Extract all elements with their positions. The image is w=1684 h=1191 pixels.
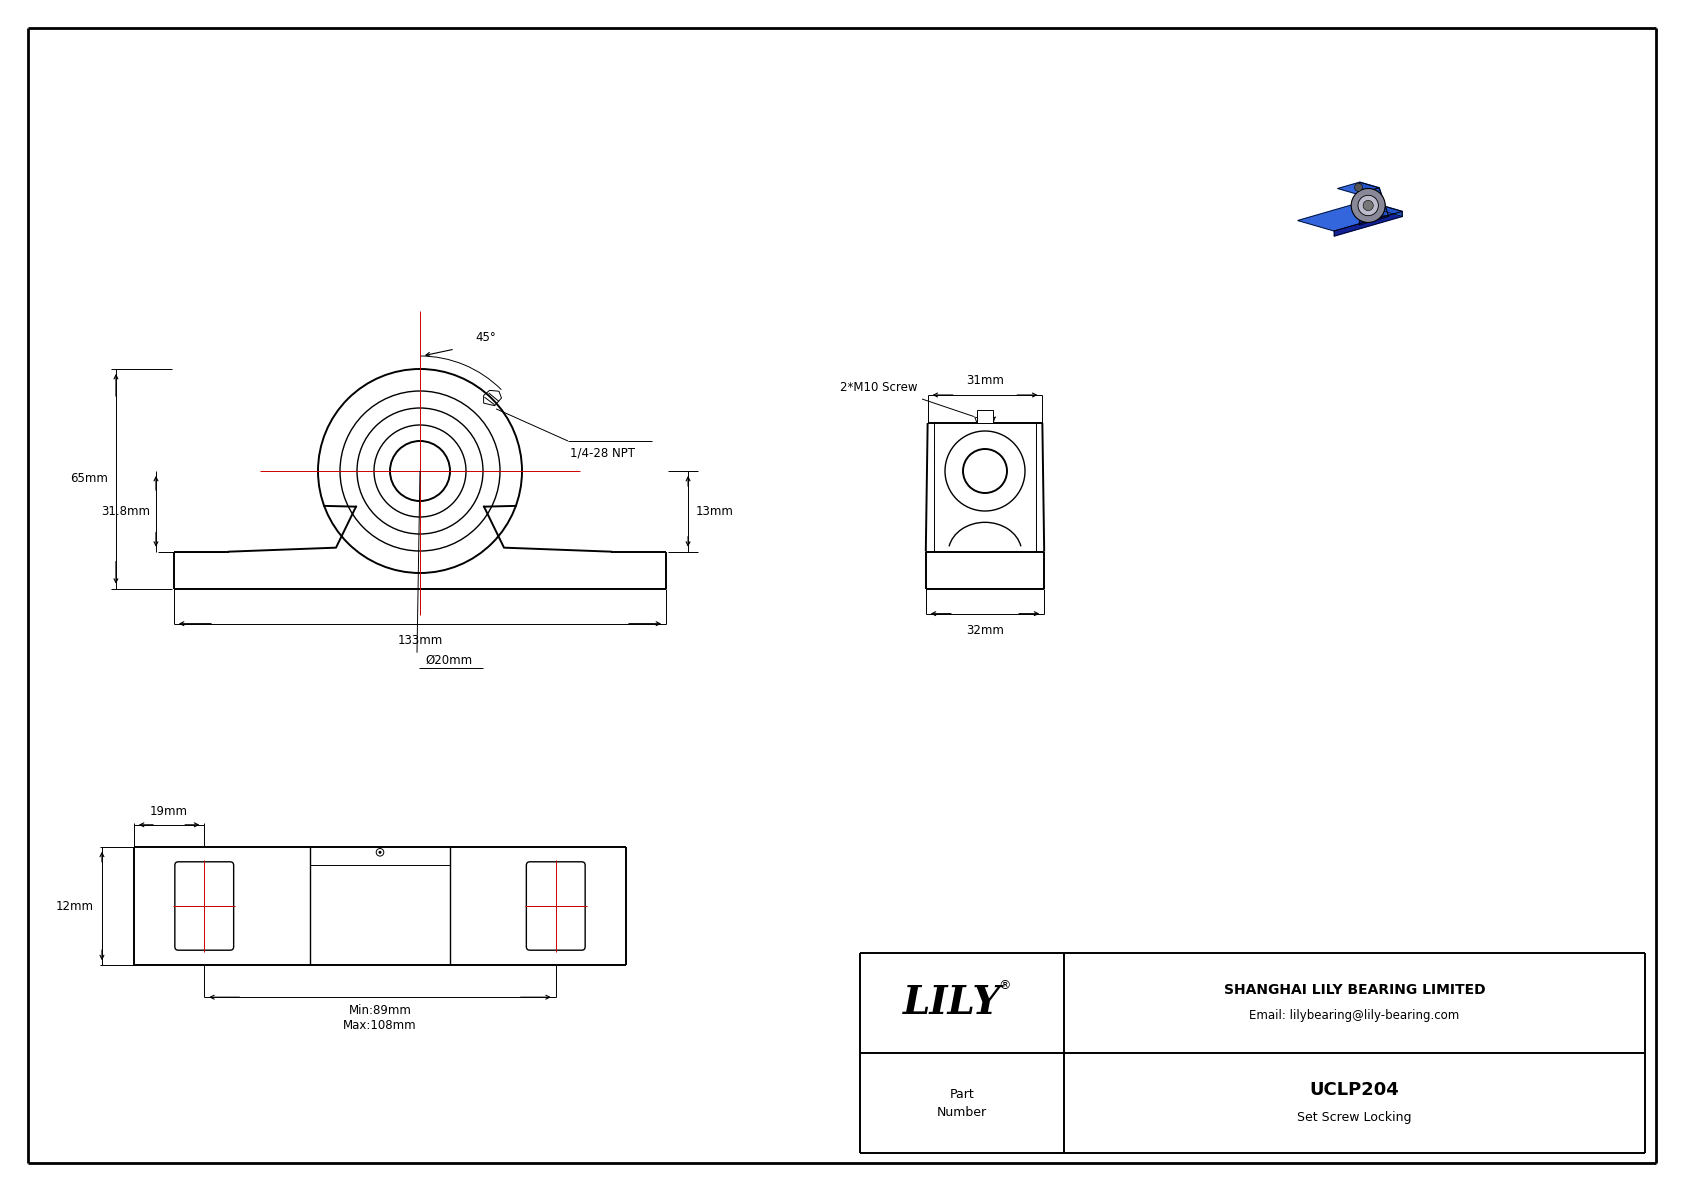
Circle shape [1362, 200, 1372, 211]
Circle shape [1351, 188, 1386, 223]
Text: 31mm: 31mm [967, 374, 1004, 387]
Text: Max:108mm: Max:108mm [344, 1019, 418, 1033]
Text: ®: ® [999, 979, 1010, 992]
Text: Part
Number: Part Number [936, 1087, 987, 1118]
Text: Ø20mm: Ø20mm [424, 654, 472, 667]
Polygon shape [1359, 182, 1389, 217]
Text: Set Screw Locking: Set Screw Locking [1297, 1110, 1411, 1123]
Bar [977, 410, 994, 423]
Text: 12mm: 12mm [56, 899, 94, 912]
Polygon shape [1357, 188, 1389, 225]
Polygon shape [1337, 182, 1379, 194]
Polygon shape [1298, 201, 1403, 231]
Text: 1/4-28 NPT: 1/4-28 NPT [569, 447, 635, 460]
Text: 65mm: 65mm [71, 473, 108, 485]
Text: 31.8mm: 31.8mm [101, 505, 150, 518]
FancyBboxPatch shape [527, 862, 584, 950]
Text: Min:89mm: Min:89mm [349, 1004, 411, 1017]
Text: UCLP204: UCLP204 [1310, 1081, 1399, 1099]
Text: LILY: LILY [903, 984, 1000, 1022]
Text: 45°: 45° [475, 331, 495, 344]
Polygon shape [1366, 201, 1403, 217]
Text: SHANGHAI LILY BEARING LIMITED: SHANGHAI LILY BEARING LIMITED [1224, 983, 1485, 997]
Text: 2*M10 Screw: 2*M10 Screw [840, 381, 918, 394]
FancyBboxPatch shape [175, 862, 234, 950]
Text: 13mm: 13mm [695, 505, 734, 518]
Bar [1191, 96, 1511, 347]
Text: 32mm: 32mm [967, 624, 1004, 637]
Text: 19mm: 19mm [150, 805, 189, 818]
Circle shape [379, 850, 382, 854]
Text: Email: lilybearing@lily-bearing.com: Email: lilybearing@lily-bearing.com [1250, 1009, 1460, 1022]
Circle shape [1357, 195, 1379, 216]
Circle shape [1354, 183, 1362, 192]
Text: 133mm: 133mm [397, 634, 443, 647]
Polygon shape [1334, 212, 1403, 236]
